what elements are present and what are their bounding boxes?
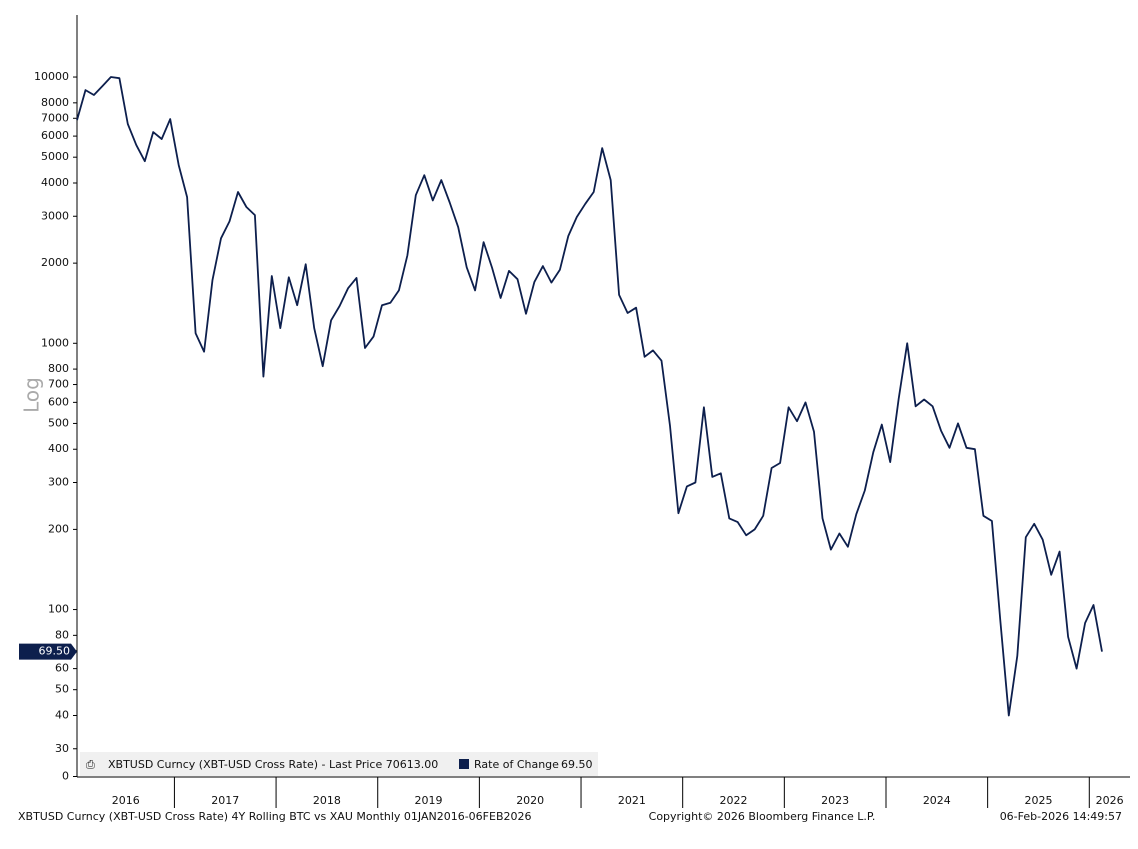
x-tick-label: 2023 (821, 794, 849, 807)
x-tick-label: 2024 (923, 794, 951, 807)
series-line (76, 76, 1103, 717)
y-tick-label: 400 (48, 442, 69, 455)
x-tick-label: 2019 (415, 794, 443, 807)
x-tick-label: 2020 (516, 794, 544, 807)
y-tick-label: 8000 (41, 96, 69, 109)
y-tick-label: 300 (48, 476, 69, 489)
x-tick-label: 2026 (1096, 794, 1124, 807)
last-value-label: 69.50 (39, 645, 71, 658)
y-axis-label: Log (20, 377, 44, 413)
x-tick-label: 2022 (720, 794, 748, 807)
y-tick-label: 4000 (41, 176, 69, 189)
y-tick-label: 60 (55, 662, 69, 675)
y-tick-label: 600 (48, 395, 69, 408)
footer-right: 06-Feb-2026 14:49:57 (1000, 810, 1122, 823)
legend-value: 69.50 (561, 758, 593, 771)
y-tick-label: 7000 (41, 111, 69, 124)
footer-left: XBTUSD Curncy (XBT-USD Cross Rate) 4Y Ro… (18, 810, 532, 823)
y-tick-label: 200 (48, 522, 69, 535)
x-tick-label: 2025 (1024, 794, 1052, 807)
y-tick-label: 0 (62, 770, 69, 783)
y-tick-label: 3000 (41, 209, 69, 222)
y-tick-label: 50 (55, 683, 69, 696)
y-tick-label: 10000 (34, 70, 69, 83)
y-tick-label: 30 (55, 742, 69, 755)
y-tick-label: 500 (48, 416, 69, 429)
legend-box (80, 752, 598, 776)
footer-center: Copyright© 2026 Bloomberg Finance L.P. (649, 810, 876, 823)
x-tick-label: 2021 (618, 794, 646, 807)
legend-name: Rate of Change (474, 758, 559, 771)
x-tick-label: 2017 (211, 794, 239, 807)
y-tick-label: 6000 (41, 129, 69, 142)
y-tick-label: 2000 (41, 256, 69, 269)
y-tick-label: 700 (48, 378, 69, 391)
y-tick-label: 100 (48, 603, 69, 616)
legend-icon: ⎙ (86, 758, 95, 771)
legend-swatch (459, 759, 469, 769)
legend-title: XBTUSD Curncy (XBT-USD Cross Rate) - Las… (108, 758, 438, 771)
y-tick-label: 800 (48, 362, 69, 375)
y-tick-label: 5000 (41, 150, 69, 163)
last-value-marker (19, 643, 77, 660)
y-tick-label: 40 (55, 708, 69, 721)
x-tick-label: 2016 (112, 794, 140, 807)
y-tick-label: 1000 (41, 336, 69, 349)
x-tick-label: 2018 (313, 794, 341, 807)
y-tick-label: 80 (55, 628, 69, 641)
